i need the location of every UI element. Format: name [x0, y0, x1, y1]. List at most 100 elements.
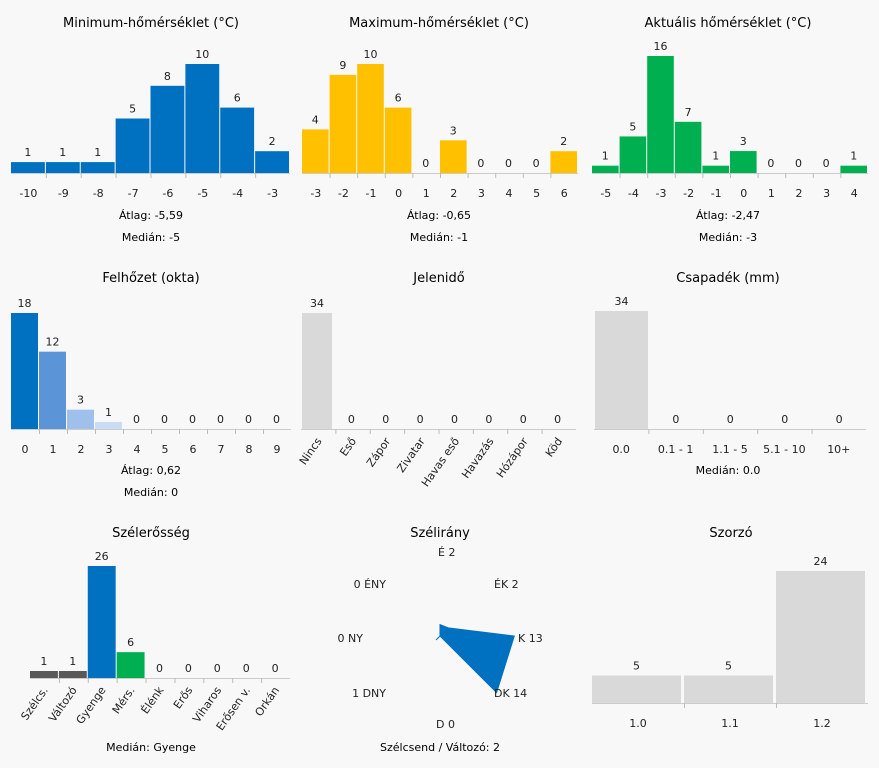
data-label: 26	[95, 550, 109, 563]
bar[interactable]	[702, 165, 729, 173]
tick-label: 0.1 - 1	[658, 443, 693, 456]
data-label: 1	[40, 655, 47, 668]
bar[interactable]	[80, 162, 115, 173]
bar[interactable]	[592, 675, 681, 704]
bar[interactable]	[67, 409, 94, 429]
panel-title: Szorzó	[709, 526, 752, 541]
tick-label: 4	[506, 187, 513, 200]
direction-label: 1 DNY	[352, 687, 386, 700]
bar[interactable]	[95, 422, 122, 429]
data-label: 0	[672, 413, 679, 426]
bar[interactable]	[150, 85, 185, 173]
data-label: 0	[727, 413, 734, 426]
wind-rose: É 2 ÉK 2 K 13 DK 14 D 0 1 DNY 0 NY 0 ÉNY	[338, 546, 543, 731]
bar-series: 1 -10 1 -9 1 -8 5 -7 8 -6 10 -5 6 -4 2 -3	[11, 48, 290, 200]
panel-title: Felhőzet (okta)	[102, 271, 199, 286]
data-label: 7	[685, 106, 692, 119]
bar[interactable]	[684, 675, 773, 704]
data-label: 0	[836, 413, 843, 426]
tick-label: -2	[683, 187, 694, 200]
data-label: 0	[185, 662, 192, 675]
bar[interactable]	[45, 162, 80, 173]
bar[interactable]	[384, 107, 412, 173]
data-label: 3	[77, 394, 84, 407]
data-label: 10	[195, 48, 209, 61]
tick-label: 1.1	[721, 717, 739, 730]
tick-label: -5	[600, 187, 611, 200]
direction-label: É 2	[438, 546, 455, 559]
tick-label: 6	[561, 187, 568, 200]
bar-series: 18 0 12 1 3 2 1 3 0 4 0 5 0 6 0 7 0 8 0 9	[11, 297, 291, 456]
data-label: 0	[422, 157, 429, 170]
data-label: 0	[781, 413, 788, 426]
data-label: 6	[127, 636, 134, 649]
bar[interactable]	[302, 129, 329, 173]
tick-label: 5.1 - 10	[763, 443, 805, 456]
bar[interactable]	[30, 671, 58, 678]
tick-label: -6	[162, 187, 173, 200]
panel-wind-direction: Szélirány É 2 ÉK 2 K 13 DK 14 D 0 1 DNY 0 NY 0 …	[338, 526, 543, 754]
tick-label: 5	[533, 187, 540, 200]
tick-label: 2	[450, 187, 457, 200]
data-label: 1	[712, 150, 719, 163]
tick-label: -1	[366, 187, 377, 200]
bar[interactable]	[595, 311, 648, 429]
data-label: 0	[477, 157, 484, 170]
bar-series: 5 1.0 5 1.1 24 1.2	[592, 555, 868, 730]
bar[interactable]	[87, 566, 116, 678]
data-label: 0	[451, 413, 458, 426]
data-label: 0	[156, 662, 163, 675]
data-label: 2	[269, 135, 276, 148]
tick-label: -5	[197, 187, 208, 200]
data-label: 0	[245, 413, 252, 426]
bar[interactable]	[619, 136, 647, 173]
data-label: 1	[850, 150, 857, 163]
tick-label: 1.1 - 5	[712, 443, 747, 456]
tick-label: 10+	[827, 443, 850, 456]
stat-median: Medián: Gyenge	[106, 741, 196, 754]
tick-label: -3	[310, 187, 321, 200]
tick-label: 9	[274, 443, 281, 456]
tick-label: -3	[656, 187, 667, 200]
bar[interactable]	[329, 74, 357, 173]
tick-label: -10	[19, 187, 37, 200]
bar[interactable]	[58, 671, 87, 678]
data-label: 3	[450, 124, 457, 137]
bar[interactable]	[39, 351, 66, 429]
bar[interactable]	[220, 107, 255, 173]
wind-area[interactable]	[435, 623, 515, 694]
bar[interactable]	[647, 56, 674, 173]
data-label: 10	[364, 48, 378, 61]
bar[interactable]	[11, 162, 45, 173]
bar[interactable]	[674, 121, 702, 173]
bar[interactable]	[115, 118, 150, 174]
data-label: 5	[129, 103, 136, 116]
direction-label: 0 NY	[338, 632, 364, 645]
bar[interactable]	[730, 151, 757, 173]
bar[interactable]	[255, 151, 289, 173]
tick-label: 3	[823, 187, 830, 200]
data-label: 5	[725, 660, 732, 673]
data-label: 2	[560, 135, 567, 148]
tick-label: 3	[106, 443, 113, 456]
bar[interactable]	[185, 64, 220, 173]
data-label: 0	[272, 662, 279, 675]
bar[interactable]	[440, 140, 467, 173]
panel-cloud-cover: Felhőzet (okta) 18 0 12 1 3 2 1 3 0 4 0 5 0 6 0 7 0 8 0 9 Á…	[11, 271, 291, 499]
bar[interactable]	[550, 151, 577, 173]
bar[interactable]	[592, 165, 619, 173]
data-label: 5	[629, 120, 636, 133]
data-label: 8	[164, 70, 171, 83]
bar[interactable]	[840, 165, 867, 173]
bar[interactable]	[11, 313, 38, 429]
bar[interactable]	[116, 652, 145, 678]
bar[interactable]	[776, 571, 865, 703]
stat-mean: Átlag: -0,65	[407, 209, 471, 222]
data-label: 0	[533, 157, 540, 170]
bar[interactable]	[357, 64, 384, 173]
panel-max-temp: Maximum-hőmérséklet (°C) 4 -3 9 -2 10 -1 6 0 0 1 3…	[302, 16, 578, 244]
data-label: 0	[273, 413, 280, 426]
direction-label: DK 14	[494, 687, 527, 700]
bar[interactable]	[302, 313, 332, 429]
panel-title: Jelenidő	[412, 271, 465, 286]
